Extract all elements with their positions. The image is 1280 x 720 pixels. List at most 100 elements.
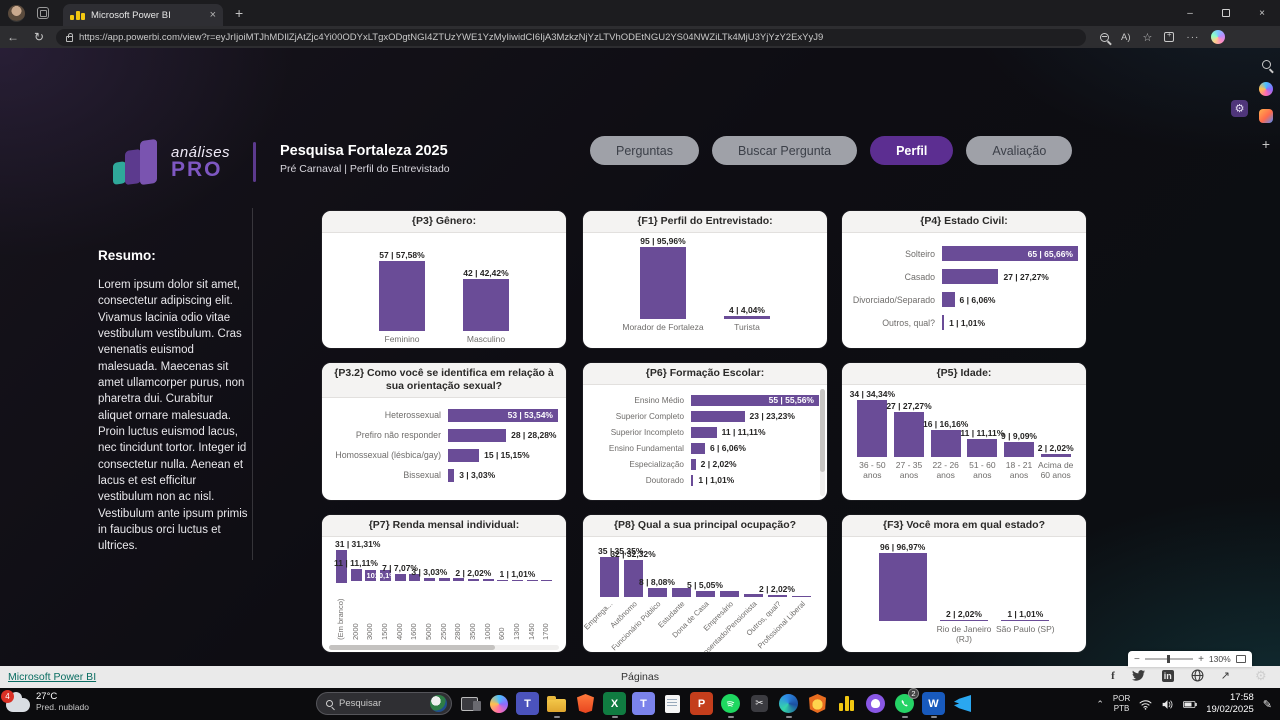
powerbi-icon[interactable] (835, 692, 858, 715)
vertical-scrollbar[interactable] (820, 389, 825, 496)
web-icon[interactable] (1191, 669, 1204, 682)
bar-600[interactable] (497, 579, 509, 581)
bar-Feminino[interactable] (379, 261, 425, 331)
powerpoint-icon[interactable]: P (690, 692, 713, 715)
bar-Heterossexual[interactable]: 53 | 53,54% (448, 408, 558, 422)
bar-1000[interactable] (482, 578, 494, 581)
copilot-icon[interactable] (487, 692, 510, 715)
badge-icon[interactable] (806, 692, 829, 715)
battery-icon[interactable] (1183, 700, 1197, 709)
bar-Morador de Fortaleza[interactable] (640, 247, 686, 319)
bar-Casado[interactable] (942, 269, 999, 285)
share-arrow-icon[interactable]: ↗ (1220, 670, 1230, 682)
bar-Estudante[interactable] (671, 587, 691, 597)
bar-col0[interactable] (878, 553, 927, 621)
bar-Especialização[interactable] (691, 458, 696, 470)
more-icon[interactable]: ··· (1186, 31, 1200, 43)
bar-2500[interactable] (438, 577, 450, 581)
refresh-icon[interactable]: ↻ (33, 30, 45, 44)
wifi-icon[interactable] (1139, 699, 1152, 710)
bar-Masculino[interactable] (463, 279, 509, 331)
nav-button-perfil[interactable]: Perfil (870, 136, 954, 165)
bar-3500[interactable] (467, 578, 479, 581)
horizontal-scrollbar[interactable] (329, 645, 559, 650)
bar-São Paulo (SP)[interactable] (1001, 619, 1050, 621)
bar-Bissexual[interactable] (448, 468, 455, 482)
search-icon[interactable] (1261, 60, 1271, 69)
bar-Rio de Janeiro (RJ)[interactable] (939, 619, 988, 621)
zoom-out-icon[interactable] (1100, 32, 1109, 42)
language-indicator[interactable]: POR PTB (1112, 694, 1131, 713)
bar-Turista[interactable] (724, 315, 770, 319)
bar-Ensino Médio[interactable]: 55 | 55,56% (691, 394, 819, 406)
facebook-icon[interactable]: f (1111, 669, 1115, 682)
bar-1700[interactable] (541, 579, 553, 581)
edge-icon[interactable] (777, 692, 800, 718)
bar-Acima de 60 anos[interactable] (1040, 453, 1071, 457)
whatsapp-icon[interactable]: 2 (893, 688, 919, 718)
bar-Divorciado/Separado[interactable] (942, 292, 955, 308)
bar-Autônomo[interactable] (623, 560, 643, 597)
zoom-plus-icon[interactable]: + (1198, 653, 1204, 665)
bar-27 - 35 anos[interactable] (894, 411, 924, 457)
url-field[interactable]: https://app.powerbi.com/view?r=eyJrIjoiM… (56, 28, 1086, 46)
bar-22 - 26 anos[interactable] (930, 430, 961, 457)
spotify-icon[interactable] (719, 692, 742, 718)
back-icon[interactable]: ← (7, 30, 19, 44)
bar-3000[interactable]: 10 (365, 570, 377, 581)
bar-(Em branco)[interactable] (335, 550, 347, 584)
nav-button-perguntas[interactable]: Perguntas (590, 136, 699, 165)
taskbar-search[interactable]: Pesquisar (316, 692, 452, 715)
bar-1450[interactable] (526, 579, 538, 581)
bar-Homossexual (lésbica/gay)[interactable] (448, 448, 480, 462)
bar-Empresário[interactable] (719, 591, 739, 597)
workspaces-icon[interactable] (37, 7, 49, 19)
pen-icon[interactable]: ✎ (1262, 698, 1272, 711)
bar-Doutorado[interactable] (691, 474, 694, 486)
minimize-icon[interactable]: – (1187, 7, 1193, 19)
lock-icon[interactable] (66, 32, 73, 42)
teams-icon[interactable]: T (516, 692, 539, 715)
close-window-icon[interactable]: × (1259, 7, 1265, 19)
bar-Ensino Fundamental[interactable] (691, 442, 705, 454)
volume-icon[interactable] (1161, 699, 1174, 710)
bar-Aposentado/Pensionista[interactable] (743, 593, 763, 597)
zoom-slider[interactable] (1144, 655, 1194, 663)
designer-icon[interactable] (1259, 109, 1273, 123)
bar-Outros, qual?[interactable] (942, 315, 945, 331)
bar-4000[interactable] (394, 573, 406, 581)
chevron-up-icon[interactable]: ⌃ (1096, 698, 1104, 709)
bar-Superior Incompleto[interactable] (691, 426, 717, 438)
bar-1300[interactable] (511, 579, 523, 581)
clock[interactable]: 17:58 19/02/2025 (1206, 692, 1254, 715)
notepad-icon[interactable] (661, 692, 684, 715)
bar-5000[interactable] (423, 577, 435, 581)
bar-Emprega...[interactable] (599, 557, 619, 597)
bar-Profissional Liberal[interactable] (791, 595, 811, 597)
bar-2800[interactable] (453, 577, 465, 581)
gear-icon[interactable]: ⚙ (1231, 100, 1248, 117)
linkedin-icon[interactable]: in (1161, 669, 1174, 682)
bar-Funcionário Público[interactable] (647, 587, 667, 597)
task-view-icon[interactable] (458, 692, 481, 715)
nav-button-buscar-pergunta[interactable]: Buscar Pergunta (711, 136, 858, 165)
bar-2000[interactable] (350, 569, 362, 581)
fit-to-screen-icon[interactable] (1235, 655, 1246, 663)
bar-18 - 21 anos[interactable] (1004, 441, 1035, 457)
brave-icon[interactable] (574, 692, 597, 715)
bar-Prefiro não responder[interactable] (448, 428, 507, 442)
browser-tab[interactable]: Microsoft Power BI × (63, 4, 223, 26)
gear-icon[interactable]: ⚙ (1255, 668, 1267, 683)
nav-button-avaliacao[interactable]: Avaliação (966, 136, 1073, 165)
bar-Solteiro[interactable]: 65 | 65,66% (942, 246, 1078, 262)
bar-Dona de Casa[interactable] (695, 591, 715, 597)
teams-personal-icon[interactable]: T (632, 692, 655, 715)
powerbi-link[interactable]: Microsoft Power BI (8, 671, 97, 683)
twitter-icon[interactable] (1131, 670, 1145, 681)
vscode-icon[interactable] (951, 692, 974, 715)
github-icon[interactable] (864, 692, 887, 715)
file-explorer-icon[interactable] (545, 692, 568, 718)
snipping-icon[interactable]: ✂ (748, 692, 771, 715)
collections-icon[interactable] (1164, 30, 1175, 42)
bing-daily-icon[interactable] (430, 695, 447, 712)
